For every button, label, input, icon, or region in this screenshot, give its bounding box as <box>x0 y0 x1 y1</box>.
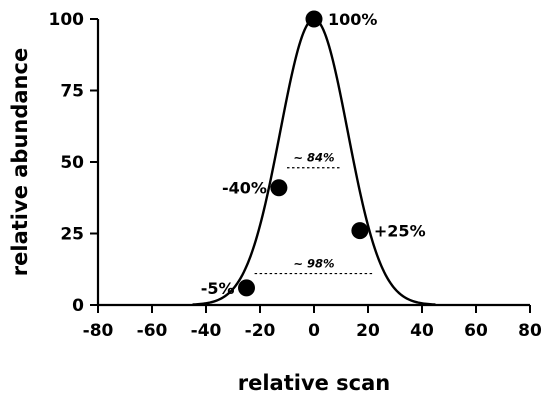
y-axis-ticks: 0 25 50 75 100 <box>49 10 98 316</box>
data-point-marker <box>305 10 323 28</box>
y-tick-label: 100 <box>49 10 85 30</box>
x-tick-label: 80 <box>518 321 542 341</box>
data-point-label: 100% <box>328 10 377 29</box>
data-point-marker <box>238 279 255 297</box>
y-tick-label: 50 <box>60 153 84 173</box>
data-points: -5% -40% 100% +25% <box>201 10 426 298</box>
data-point-label: -40% <box>222 179 267 198</box>
x-tick-label: -40 <box>191 321 222 341</box>
y-tick-label: 0 <box>72 296 84 316</box>
y-tick-label: 25 <box>60 225 84 245</box>
x-axis-ticks: -80 -60 -40 -20 0 20 40 60 80 <box>83 305 542 341</box>
data-point-label: -5% <box>201 279 235 298</box>
peak-width-label: ~ 84% <box>293 151 334 165</box>
peak-width-annotations: ~ 84% ~ 98% <box>254 151 374 275</box>
x-tick-label: -20 <box>245 321 276 341</box>
x-tick-label: -60 <box>137 321 168 341</box>
x-tick-label: 40 <box>410 321 434 341</box>
y-axis-title: relative abundance <box>8 48 32 276</box>
y-tick-label: 75 <box>60 82 84 102</box>
x-tick-label: -80 <box>83 321 114 341</box>
x-axis-title: relative scan <box>238 371 391 395</box>
x-tick-label: 0 <box>308 321 320 341</box>
data-point-label: +25% <box>374 222 426 241</box>
x-tick-label: 60 <box>464 321 488 341</box>
data-point-marker <box>270 179 288 197</box>
peak-width-label: ~ 98% <box>293 257 334 271</box>
data-point-marker <box>351 222 369 240</box>
x-tick-label: 20 <box>356 321 380 341</box>
